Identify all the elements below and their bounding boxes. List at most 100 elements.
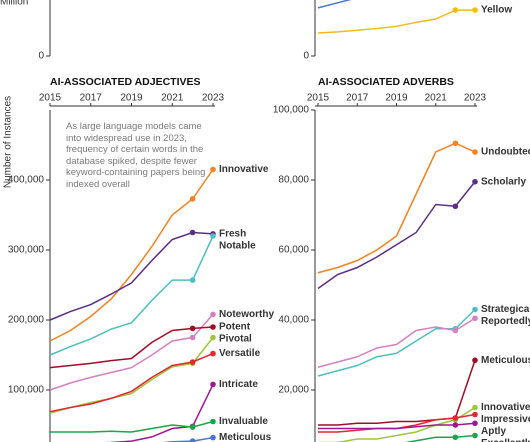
annotation: As large language models came into wides… — [66, 121, 206, 190]
point — [472, 306, 478, 313]
x-tick-label: 2023 — [202, 93, 225, 104]
y-tick-label: 0 — [38, 51, 44, 62]
point — [472, 432, 478, 439]
point — [210, 418, 216, 425]
legend-label: Pivotal — [219, 334, 252, 345]
x-tick-label: 2019 — [120, 93, 143, 104]
legend-label: Excellently — [481, 438, 530, 442]
x-tick-label: 2017 — [346, 93, 369, 104]
series-line — [49, 231, 214, 321]
y-tick-label: 0 — [303, 51, 309, 62]
series-line — [49, 169, 214, 342]
x-tick-label: 2019 — [385, 93, 408, 104]
series-line — [317, 181, 476, 290]
legend-label: Intricate — [219, 379, 258, 390]
point — [472, 149, 478, 155]
legend-label: Impressively — [481, 414, 530, 425]
series-line — [49, 313, 214, 391]
point — [189, 325, 196, 332]
series-line — [404, 434, 476, 442]
x-tick-label: 2021 — [161, 93, 184, 104]
series-line — [317, 0, 352, 9]
point — [452, 203, 459, 210]
point — [452, 7, 459, 13]
legend-label: Noteworthy — [219, 309, 274, 320]
y-axis-label: Million — [0, 0, 28, 8]
series-line — [49, 337, 214, 414]
point — [452, 327, 459, 334]
point — [210, 311, 216, 318]
legend-label: Notable — [219, 241, 256, 252]
series-line — [162, 436, 214, 442]
legend-label: Undoubtedly — [481, 147, 530, 158]
legend-label: Potent — [219, 322, 251, 333]
y-axis-label: Number of Instances — [3, 96, 14, 188]
legend-label: Fresh — [219, 229, 246, 240]
legend-label: Aptly — [481, 426, 506, 437]
point — [189, 359, 196, 365]
legend-label: Innovatively — [481, 402, 530, 413]
y-tick-label: 100,000 — [8, 385, 45, 396]
legend-label: Invaluable — [219, 416, 268, 427]
point — [210, 381, 216, 388]
series-line — [317, 308, 476, 377]
y-tick-label: 80,000 — [278, 175, 309, 186]
legend-label: Versatile — [219, 348, 261, 359]
y-tick-label: 100,000 — [273, 105, 310, 116]
point — [210, 233, 216, 239]
series-line — [317, 9, 475, 34]
series-line — [49, 235, 214, 356]
point — [452, 422, 459, 428]
point — [189, 196, 196, 202]
point — [472, 178, 478, 185]
chart-title: AI-ASSOCIATED ADJECTIVES — [50, 76, 201, 88]
point — [472, 7, 478, 13]
point — [452, 140, 459, 147]
series-line — [317, 142, 476, 274]
x-tick-label: 2021 — [425, 93, 448, 104]
legend-label: Strategically — [481, 304, 530, 315]
legend-label: Meticulously — [481, 355, 530, 366]
point — [189, 334, 196, 341]
point — [210, 166, 216, 173]
legend-label: Meticulous — [219, 432, 272, 442]
legend-label: Reportedly — [481, 316, 530, 327]
x-tick-label: 2015 — [307, 93, 330, 104]
y-tick-label: 40,000 — [278, 315, 309, 326]
x-tick-label: 2017 — [80, 93, 103, 104]
legend-label: Scholarly — [481, 176, 526, 187]
point — [189, 424, 196, 430]
point — [210, 334, 216, 341]
point — [210, 324, 216, 330]
point — [472, 357, 478, 364]
chart-title: AI-ASSOCIATED ADVERBS — [318, 76, 454, 88]
point — [472, 420, 478, 427]
series-line — [318, 422, 476, 430]
y-tick-label: 60,000 — [278, 245, 309, 256]
point — [210, 434, 216, 441]
point — [189, 438, 196, 442]
point — [452, 434, 459, 441]
point — [189, 277, 196, 283]
point — [472, 411, 478, 418]
series-line — [317, 317, 476, 368]
series-line — [49, 352, 214, 413]
series-line — [50, 420, 214, 433]
point — [189, 229, 196, 236]
point — [210, 350, 216, 357]
x-tick-label: 2023 — [464, 93, 487, 104]
legend-label: Yellow — [481, 5, 512, 16]
y-tick-label: 400,000 — [8, 175, 45, 186]
series-line — [49, 326, 214, 369]
point — [472, 404, 478, 411]
point — [452, 415, 459, 421]
series-line — [318, 406, 476, 442]
y-tick-label: 300,000 — [8, 245, 45, 256]
y-tick-label: 200,000 — [8, 315, 45, 326]
point — [472, 315, 478, 322]
series-line — [318, 413, 476, 433]
x-tick-label: 2015 — [39, 93, 62, 104]
legend-label: Innovative — [219, 164, 269, 175]
